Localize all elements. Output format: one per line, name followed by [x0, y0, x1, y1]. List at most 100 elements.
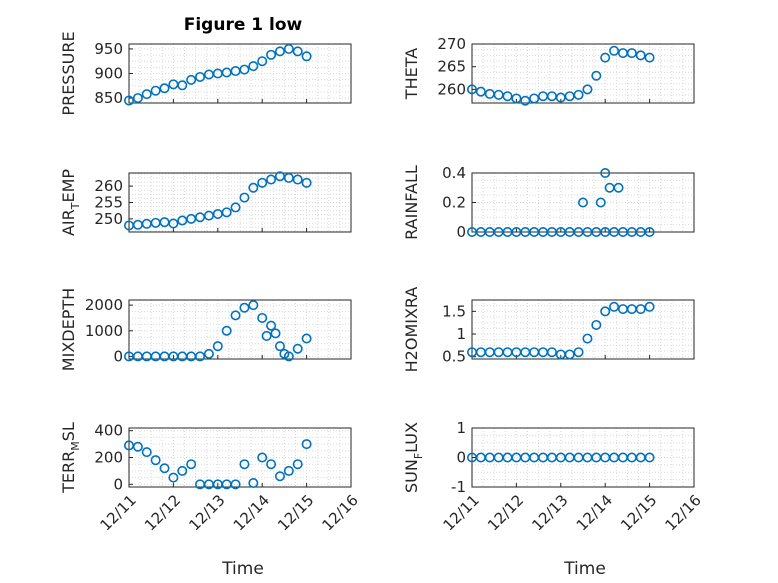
data-point	[595, 197, 606, 208]
data-point	[475, 347, 486, 358]
data-point	[141, 218, 152, 229]
axes-box	[471, 299, 695, 360]
data-point	[221, 207, 232, 218]
data-point	[266, 459, 277, 470]
data-point	[301, 439, 312, 450]
data-point	[644, 452, 655, 463]
x-tick-label: 12/13	[185, 491, 228, 534]
data-point	[573, 452, 584, 463]
data-point	[239, 302, 250, 313]
data-point	[600, 52, 611, 63]
data-point	[168, 79, 179, 90]
data-point	[520, 452, 531, 463]
y-tick-label: 260	[437, 80, 466, 98]
data-point	[502, 91, 513, 102]
y-tick-label: 900	[94, 65, 123, 83]
data-point	[177, 80, 188, 91]
y-axis-label: MIXDEPTH	[59, 288, 78, 371]
data-point	[529, 93, 540, 104]
x-tick-label: 12/15	[617, 491, 660, 534]
data-point	[475, 86, 486, 97]
data-point	[239, 459, 250, 470]
data-point	[609, 45, 620, 56]
data-point	[301, 333, 312, 344]
data-point	[484, 452, 495, 463]
data-point	[150, 455, 161, 466]
axes-box	[128, 299, 352, 360]
data-point	[600, 306, 611, 317]
data-point	[283, 351, 294, 362]
data-point	[520, 95, 531, 106]
subplot-pressure: 850 900 950 PRESSURE	[59, 31, 352, 116]
y-axis-label: PRESSURE	[59, 31, 78, 115]
data-point	[635, 50, 646, 61]
data-point	[221, 67, 232, 78]
x-tick-label: 12/11	[440, 491, 483, 534]
y-tick-label: 0	[113, 475, 123, 493]
data-point	[186, 213, 197, 224]
data-point	[266, 320, 277, 331]
y-axis-label: AIRTEMP	[59, 169, 82, 236]
data-point	[141, 89, 152, 100]
data-point	[613, 182, 624, 193]
data-point	[493, 347, 504, 358]
data-point	[573, 347, 584, 358]
data-point	[538, 91, 549, 102]
y-tick-label: 0	[113, 347, 123, 365]
x-tick-label: 12/15	[274, 491, 317, 534]
subplot-theta: 260 265 270 THETA	[402, 35, 695, 106]
data-point	[132, 219, 143, 230]
data-point	[626, 48, 637, 59]
data-point	[475, 452, 486, 463]
data-point	[591, 319, 602, 330]
data-point	[168, 218, 179, 229]
subplot-mixdepth: 0 1000 2000 MIXDEPTH	[59, 288, 352, 371]
data-point	[212, 68, 223, 79]
data-point	[230, 202, 241, 213]
data-point	[230, 310, 241, 321]
y-tick-label: 0.2	[442, 194, 466, 212]
data-point	[600, 168, 611, 179]
x-tick-label: 12/14	[230, 491, 273, 534]
data-point	[159, 463, 170, 474]
data-point	[266, 49, 277, 60]
data-point	[177, 465, 188, 476]
data-point	[257, 56, 268, 67]
data-point	[493, 89, 504, 100]
subplot-terr-msl: 0 200 400 12/11 12/12 12/13 12/14 12/15 12/16 TER…	[59, 422, 362, 535]
data-point	[604, 182, 615, 193]
axes-box	[471, 43, 695, 104]
data-point	[466, 84, 477, 95]
data-point	[221, 325, 232, 336]
y-tick-label: 200	[94, 449, 123, 467]
data-point	[520, 347, 531, 358]
data-point	[124, 95, 135, 106]
data-point	[186, 459, 197, 470]
y-tick-label: 950	[94, 40, 123, 58]
data-point	[292, 174, 303, 185]
data-point	[609, 452, 620, 463]
data-point	[635, 304, 646, 315]
data-point	[150, 217, 161, 228]
y-tick-label: 2000	[85, 296, 123, 314]
data-point	[274, 46, 285, 57]
y-tick-label: 850	[94, 89, 123, 107]
data-point	[600, 452, 611, 463]
y-tick-label: 1000	[85, 322, 123, 340]
data-point	[159, 83, 170, 94]
data-point	[257, 177, 268, 188]
data-point	[301, 177, 312, 188]
y-tick-label: 255	[94, 194, 123, 212]
data-point	[502, 452, 513, 463]
data-point	[195, 351, 206, 362]
data-point	[274, 471, 285, 482]
data-point	[239, 64, 250, 75]
data-point	[511, 452, 522, 463]
data-point	[195, 71, 206, 82]
data-point	[283, 43, 294, 54]
data-point	[177, 215, 188, 226]
data-point	[301, 51, 312, 62]
data-point	[257, 312, 268, 323]
data-point	[230, 66, 241, 77]
